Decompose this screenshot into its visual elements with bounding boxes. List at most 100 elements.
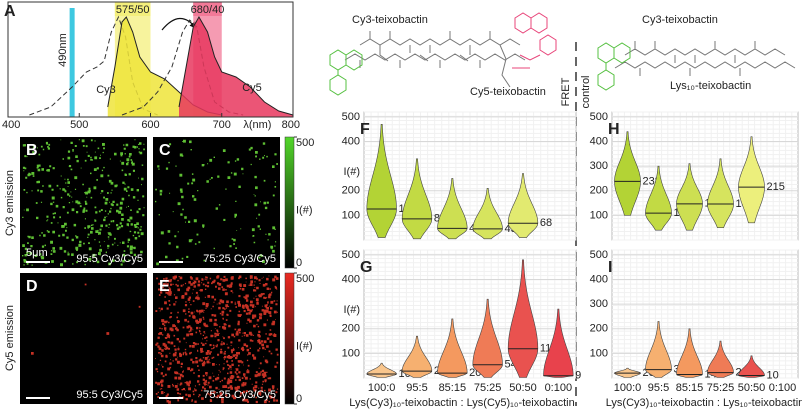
- panel-letter: H: [608, 121, 620, 138]
- molecule-label: Cy3-teixobactin: [352, 14, 428, 26]
- x-tick-label: 85:15: [439, 382, 467, 394]
- colorbar-tick-label: 500: [296, 137, 314, 149]
- molecule-sketch: [344, 31, 796, 88]
- molecule-label: Lys₁₀-teixobactin: [670, 80, 751, 92]
- y-tick-label: 200: [342, 323, 360, 335]
- y-tick-label: 300: [590, 298, 608, 310]
- emission-area: [179, 17, 293, 117]
- x-tick-label: 100:0: [614, 382, 642, 394]
- excitation-line: [69, 8, 75, 117]
- y-tick-label: 100: [590, 347, 608, 359]
- x-tick-label: 50:50: [509, 382, 537, 394]
- molecule-label: Cy5-teixobactin: [470, 86, 546, 98]
- y-tick-label: 500: [590, 249, 608, 261]
- molecule-label: Cy3-teixobactin: [642, 14, 718, 26]
- panel-letter: D: [26, 278, 38, 295]
- panel-letter: E: [159, 278, 170, 295]
- fluorescent-speckles: [22, 139, 145, 267]
- violin: [472, 188, 503, 240]
- fluorescent-speckles: [155, 139, 278, 266]
- y-tick-label: 200: [590, 323, 608, 335]
- x-axis-label: λ(nm): [243, 119, 271, 131]
- y-tick-label: 500: [590, 111, 608, 123]
- section-label: FRET: [560, 77, 572, 106]
- y-axis-label: I(#): [344, 304, 361, 316]
- y-tick-label: 400: [342, 135, 360, 147]
- dye-sketch: [512, 12, 557, 69]
- micrograph: [20, 273, 147, 404]
- scale-bar-label: 5μm: [26, 247, 48, 259]
- colorbar-tick-label: 500: [296, 273, 314, 285]
- y-tick-label: 400: [590, 135, 608, 147]
- x-tick-label: 95:5: [648, 382, 669, 394]
- band-label-box: [114, 2, 151, 16]
- colorbar-label: I(#): [296, 340, 313, 352]
- x-axis-label: Lys(Cy3)₁₀-teixobactin : Lys(Cy5)₁₀-teix…: [349, 397, 574, 409]
- fluorescent-speckles: [155, 275, 279, 404]
- x-tick-label: 0:100: [769, 382, 797, 394]
- violin: [507, 173, 539, 238]
- violin: [472, 298, 503, 378]
- dye-sketch: [329, 42, 631, 96]
- y-tick-label: 300: [590, 160, 608, 172]
- x-axis-label: Lys(Cy3)₁₀-teixobactin : Lys₁₀-teixobact…: [606, 397, 802, 409]
- median-label: 215: [767, 181, 785, 193]
- panel-letter: C: [159, 142, 171, 159]
- median-label: 10: [767, 369, 779, 381]
- x-tick-label: 600: [141, 119, 159, 131]
- violin: [401, 335, 433, 378]
- y-tick-label: 500: [342, 249, 360, 261]
- x-tick-label: 50:50: [738, 382, 766, 394]
- x-tick-label: 95:5: [406, 382, 427, 394]
- row-label: Cy3 emission: [4, 170, 16, 236]
- x-tick-label: 75:25: [474, 382, 502, 394]
- band-label-box: [193, 2, 222, 16]
- median-label: 9: [575, 370, 581, 382]
- excitation-label: 490nm: [57, 33, 69, 67]
- colorbar-tick-label: 0: [296, 257, 302, 269]
- panel-letter: A: [4, 3, 16, 20]
- violin: [507, 259, 539, 378]
- image-caption: 95:5 Cy3/Cy5: [76, 253, 143, 265]
- violin: [676, 328, 703, 378]
- colorbar-label: I(#): [296, 204, 313, 216]
- violin: [738, 355, 765, 378]
- section-label: control: [580, 75, 592, 108]
- violin: [614, 131, 641, 216]
- image-caption: 95:5 Cy3/Cy5: [76, 389, 143, 401]
- y-tick-label: 400: [590, 273, 608, 285]
- panel-letter: I: [608, 259, 612, 276]
- band-label: 575/50: [116, 4, 150, 16]
- violin: [543, 308, 574, 378]
- curve-label: Cy5: [242, 82, 262, 94]
- band-label: 680/40: [191, 4, 225, 16]
- violin: [437, 178, 468, 240]
- colorbar: [284, 136, 295, 269]
- median-label: 68: [540, 217, 552, 229]
- x-tick-label: 700: [213, 119, 231, 131]
- panel-letter: G: [360, 259, 372, 276]
- y-tick-label: 100: [342, 347, 360, 359]
- x-tick-label: 800: [282, 119, 300, 131]
- x-tick-label: 100:0: [368, 382, 396, 394]
- emission-area: [107, 17, 222, 117]
- micrograph: [153, 137, 280, 268]
- violin: [676, 163, 703, 231]
- x-tick-label: 85:15: [676, 382, 704, 394]
- y-tick-label: 100: [590, 209, 608, 221]
- y-tick-label: 200: [590, 185, 608, 197]
- row-label: Cy5 emission: [4, 305, 16, 371]
- y-tick-label: 500: [342, 111, 360, 123]
- violin: [437, 318, 468, 378]
- y-tick-label: 400: [342, 273, 360, 285]
- x-tick-label: 400: [2, 119, 20, 131]
- violin: [738, 136, 765, 224]
- colorbar: [284, 272, 295, 405]
- panel-letter: F: [360, 121, 370, 138]
- x-tick-label: 75:25: [707, 382, 735, 394]
- x-tick-label: 500: [70, 119, 88, 131]
- violin: [645, 321, 672, 378]
- x-tick-label: 0:100: [545, 382, 573, 394]
- y-tick-label: 200: [342, 185, 360, 197]
